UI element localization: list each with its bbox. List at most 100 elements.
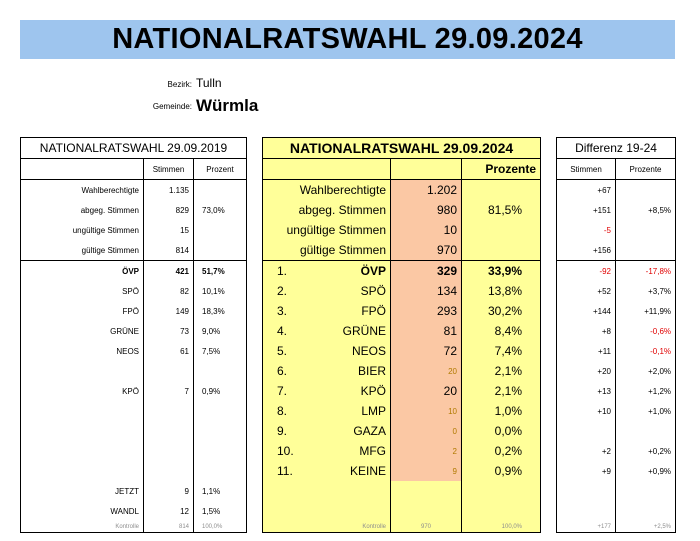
table-cell: JETZT [20,481,144,501]
votes-cell: 20 [390,381,462,401]
table-row: 7. KPÖ 20 2,1% [263,381,541,401]
percent-cell [462,501,541,521]
percent-cell: 0,0% [494,424,523,438]
table-row: +11 -0,1% [556,341,676,361]
table-row [20,361,247,381]
table-row: Wahlberechtigte 1.202 [262,179,541,201]
kontrolle-cell: Kontrolle [20,521,144,533]
percent-cell [462,180,541,201]
table-row: +8 -0,6% [556,321,676,341]
table-row: +67 [556,179,676,200]
table-row: +13 +1,2% [556,381,676,401]
col-header [262,158,391,180]
table-row: gültige Stimmen 970 [262,240,541,261]
rank-number [263,481,313,501]
difference-cell: +2,0% [648,366,672,376]
table-cell [194,361,247,381]
difference-cell: +0,9% [648,466,672,476]
rank-number: 10. [277,444,294,458]
table-cell [143,361,194,381]
table-cell [194,220,247,240]
rank-number: 6. [277,364,288,378]
table-row [20,421,247,441]
kontrolle-row: Kontrolle 970 100,0% [262,521,541,533]
row-label: abgeg. Stimmen [262,200,391,220]
difference-cell: +1,2% [648,386,672,396]
votes-cell: 10 [390,401,462,421]
difference-cell [616,220,676,240]
results-2024-table: NATIONALRATSWAHL 29.09.2024 Prozente Wah… [262,137,542,533]
kontrolle-cell: 100,0% [501,523,523,530]
table-cell [143,441,194,461]
kontrolle-row: Kontrolle 814 100,0% [20,521,247,533]
table-row: GRÜNE 73 9,0% [20,321,247,341]
table-row: abgeg. Stimmen 829 73,0% [20,200,247,220]
difference-cell: +52 [556,281,616,301]
percent-cell: 33,9% [488,264,523,278]
percent-cell [461,240,541,261]
difference-cell [616,481,676,501]
col-header [390,158,462,180]
col-header-prozente: Prozente [461,158,541,180]
table-row: 10. MFG 2 0,2% [263,441,541,461]
votes-cell: 2 [390,441,462,461]
table-row: 8. LMP 10 1,0% [263,401,541,421]
table-cell [194,461,247,481]
table-cell: GRÜNE [20,321,144,341]
difference-title: Differenz 19-24 [556,137,676,159]
table-row [263,501,541,521]
table-row [556,501,676,521]
table-cell [20,361,144,381]
rank-number: 2. [277,284,288,298]
difference-cell: +20 [556,361,616,381]
table-row [556,421,676,441]
percent-cell: 2,1% [494,384,523,398]
difference-cell: +67 [556,179,616,200]
votes-cell: 134 [390,281,462,301]
table-row: 6. BIER 20 2,1% [263,361,541,381]
table-cell [143,461,194,481]
difference-cell: +0,2% [648,446,672,456]
votes-cell [390,481,462,501]
table-row: 9. GAZA 0 0,0% [263,421,541,441]
kontrolle-cell: Kontrolle [262,521,391,533]
row-label: gültige Stimmen [262,240,391,261]
table-cell: 149 [143,301,194,321]
col-header: Prozent [193,158,247,180]
gemeinde-label: Gemeinde: [152,102,192,111]
difference-cell: +156 [556,240,616,261]
party-name: LMP [312,401,391,421]
table-cell [194,180,247,201]
table-cell [143,401,194,421]
table-cell: 15 [143,220,194,240]
difference-cell: -5 [556,220,616,240]
votes-cell: 9 [390,461,462,481]
difference-cell: -92 [556,260,616,281]
table-row: SPÖ 82 10,1% [20,281,247,301]
percent-cell: 1,0% [494,404,523,418]
rank-number: 11. [277,464,293,478]
table-row: WANDL 12 1,5% [20,501,247,521]
percent-cell: 8,4% [494,324,523,338]
votes-cell: 0 [390,421,462,441]
party-name [312,481,391,501]
table-row [20,461,247,481]
table-row: 1. ÖVP 329 33,9% [263,260,541,281]
table-cell: 9,0% [202,326,221,336]
table-row [20,401,247,421]
percent-cell: 30,2% [488,304,523,318]
results-2019-table: NATIONALRATSWAHL 29.09.2019 Stimmen Proz… [20,137,247,533]
table-cell [20,461,144,481]
difference-cell: +1,0% [648,406,672,416]
percent-cell: 7,4% [494,344,523,358]
percent-cell: 81,5% [488,203,523,217]
percent-cell [462,220,541,240]
kontrolle-cell: +2,5% [653,523,672,530]
party-name: KEINE [312,461,391,481]
rank-number [263,501,313,521]
difference-cell [556,501,616,521]
table-cell: 73,0% [202,205,225,215]
table-cell: Wahlberechtigte [20,179,144,200]
table-cell [143,421,194,441]
party-name [312,501,391,521]
